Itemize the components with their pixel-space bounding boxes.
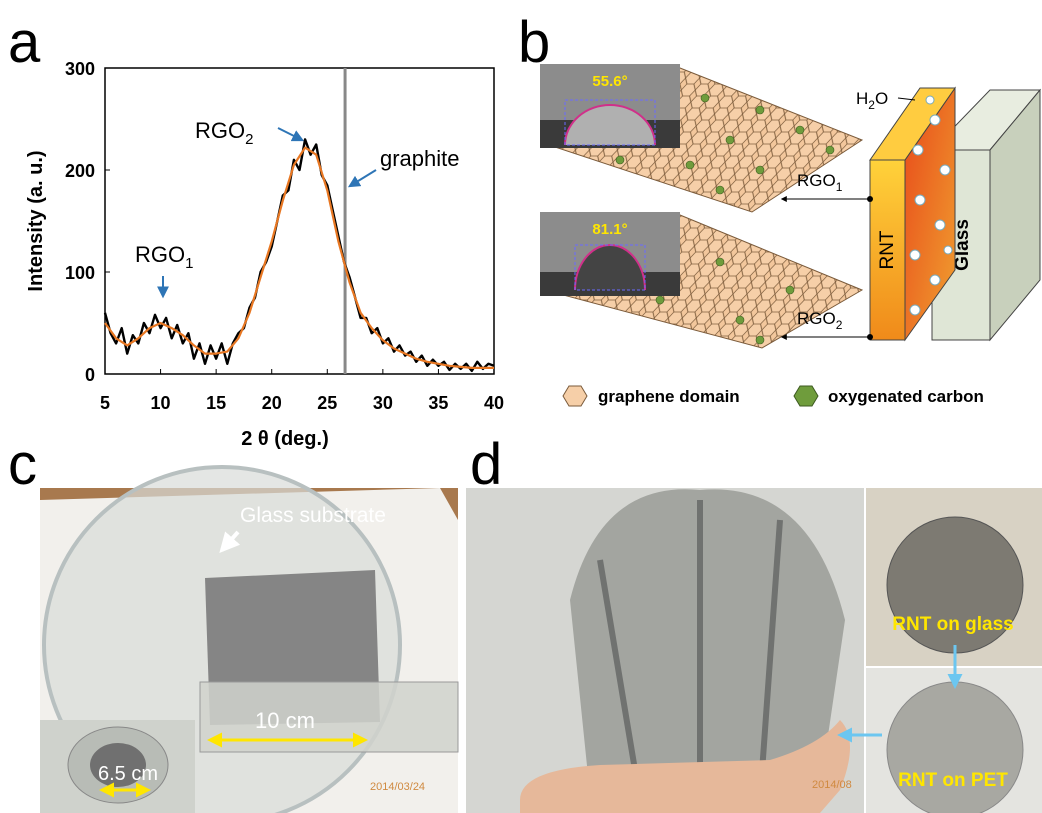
water-label: H2O — [856, 89, 888, 112]
xrd-chart: 2 θ (deg.) Intensity (a. u.) RGO1 RGO2 g… — [25, 59, 504, 450]
legend-swatch — [794, 386, 818, 406]
layer-text: RGO — [797, 171, 836, 190]
date-stamp: 2014/08 — [812, 779, 852, 791]
annotation: graphite — [380, 146, 460, 171]
x-axis-label: 2 θ (deg.) — [241, 428, 328, 450]
x-tick-label: 15 — [206, 393, 226, 413]
photo-label: 6.5 cm — [98, 763, 158, 785]
figure: a b c d 2 θ (deg.) Intensity (a. u.) RGO… — [0, 0, 1042, 813]
x-tick-label: 25 — [317, 393, 337, 413]
legend-label: graphene domain — [598, 387, 740, 406]
schematic: 55.6° 81.1° Glass RNT H2O RGO1 RGO2 grap… — [540, 64, 1040, 406]
layer-label: RGO1 — [797, 171, 843, 194]
annotation-sub: 2 — [245, 131, 253, 148]
pet-disc — [887, 682, 1023, 813]
y-tick-label: 100 — [65, 263, 95, 283]
x-tick-label: 30 — [373, 393, 393, 413]
x-tick-label: 40 — [484, 393, 504, 413]
water-text: H — [856, 89, 868, 108]
photo-label: RNT on glass — [892, 614, 1013, 635]
water-tail: O — [875, 89, 888, 108]
leader-dot — [867, 196, 873, 202]
rnt-label: RNT — [877, 230, 898, 269]
photo-label: 10 cm — [255, 708, 315, 733]
annotation-text: RGO — [135, 242, 185, 267]
plot-frame — [105, 68, 494, 374]
x-tick-label: 35 — [428, 393, 448, 413]
annotation-sub: 1 — [185, 255, 193, 272]
contact-angle: 55.6° — [592, 73, 627, 90]
leader-dot — [867, 334, 873, 340]
layer-sub: 1 — [836, 180, 843, 194]
layer-text: RGO — [797, 309, 836, 328]
legend-label: oxygenated carbon — [828, 387, 984, 406]
panel-letter: c — [8, 432, 37, 497]
legend-swatch — [563, 386, 587, 406]
y-tick-label: 200 — [65, 161, 95, 181]
x-tick-label: 10 — [151, 393, 171, 413]
annotation-arrow — [278, 128, 302, 140]
x-tick-label: 5 — [100, 393, 110, 413]
photo-c: Glass substrate 10 cm 6.5 cm 2014/03/24 — [40, 467, 458, 813]
annotation: RGO1 — [135, 242, 193, 272]
photo-label: Glass substrate — [240, 504, 386, 527]
annotation-text: RGO — [195, 118, 245, 143]
y-axis-label: Intensity (a. u.) — [25, 150, 47, 291]
date-stamp: 2014/03/24 — [370, 781, 425, 793]
panel-letter: d — [470, 432, 502, 497]
annotation: RGO2 — [195, 118, 253, 148]
x-tick-label: 20 — [262, 393, 282, 413]
layer-label: RGO2 — [797, 309, 843, 332]
y-tick-label: 0 — [85, 365, 95, 385]
photo-d: RNT on glass RNT on PET 2014/08 — [466, 488, 1042, 813]
photo-label: RNT on PET — [898, 770, 1008, 791]
annotation-arrow — [350, 170, 376, 186]
y-tick-label: 300 — [65, 59, 95, 79]
contact-angle: 81.1° — [592, 221, 627, 238]
layer-sub: 2 — [836, 318, 843, 332]
panel-letter: a — [8, 10, 41, 75]
